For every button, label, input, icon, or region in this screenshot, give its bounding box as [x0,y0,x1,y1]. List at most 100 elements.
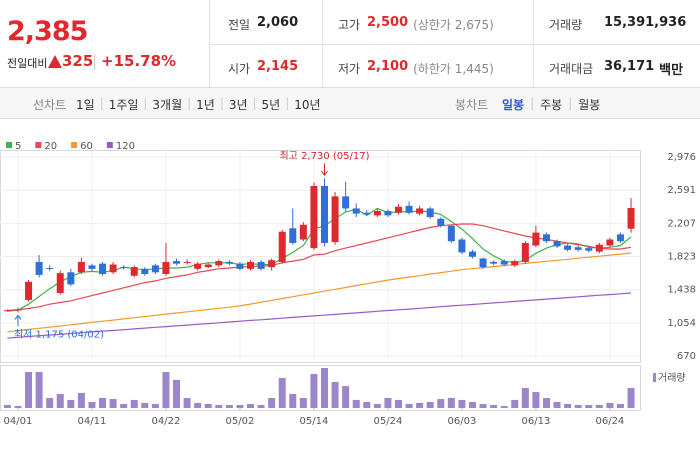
candle-body [46,267,54,269]
candle-body [130,267,138,276]
candle-body [56,273,64,294]
candle-body [416,208,424,214]
volume-bar [574,405,582,408]
volume-bar [564,403,572,408]
volume-bar [616,403,624,408]
legend-swatch [35,142,42,148]
candle-body [553,241,561,247]
x-tick-label: 06/24 [595,416,624,427]
volume-bar [331,382,339,408]
candle-tab[interactable]: 일봉 [502,98,525,112]
candle-tab[interactable]: 주봉 [540,98,563,112]
volume-bar [35,372,43,408]
field-note: (상한가 2,675) [413,18,494,32]
field-label: 시가 [228,62,251,76]
volume-bar [120,403,128,408]
candle-body [373,211,381,216]
volume-legend: 거래량 [658,372,686,384]
field-label: 저가 [338,62,361,76]
candle-body [25,281,33,300]
volume-bar [447,398,455,408]
volume-bar [225,405,233,408]
candle-body [384,211,392,216]
volume-bar [511,399,519,408]
tab-separator: | [143,96,148,110]
high-annotation: 최고 2,730 (05/17) [279,150,369,162]
volume-bar [109,399,117,408]
volume-bar [363,402,371,408]
volume-bar [247,403,255,408]
candle-body [204,264,212,268]
candle-body [595,244,603,252]
candle-body [321,185,328,243]
candle-body [257,261,265,269]
tab-group-label: 봉차트 [455,98,489,112]
current-price: 2,385 [7,16,88,47]
volume-bar [521,388,529,408]
candle-tab[interactable]: 월봉 [578,98,601,112]
x-tick-label: 05/02 [226,416,255,427]
y-tick-label: 1,823 [667,252,696,263]
x-tick-label: 05/24 [374,416,403,427]
separator: | [92,52,98,70]
volume-bar [14,406,22,408]
candle-body [289,228,297,243]
period-tab[interactable]: 1년 [196,98,215,112]
candle-body [405,205,413,213]
volume-bar [342,386,350,408]
candle-body [521,242,529,262]
volume-bar [585,405,593,408]
period-tab[interactable]: 10년 [294,98,321,112]
candle-body [616,234,624,242]
period-tab[interactable]: 1주일 [108,98,139,112]
volume-bar [405,403,413,408]
legend-label: 5 [15,141,21,152]
x-tick-label: 04/01 [4,416,33,427]
period-tab[interactable]: 1일 [76,98,95,112]
volume-bar [194,402,202,408]
volume-panel [0,365,641,411]
volume-bar [321,368,328,408]
field-value: 2,500 [367,15,409,30]
volume-bar [310,373,318,408]
volume-legend-swatch [653,373,656,382]
volume-bar [595,405,603,408]
candle-body [468,251,476,257]
tab-separator: | [568,96,573,110]
candle-body [236,263,244,269]
tab-separator: | [252,96,257,110]
field-unit: 백만 [659,63,684,78]
col-divider [533,0,534,87]
candle-body [574,247,582,250]
candle-body [88,265,96,269]
period-tab[interactable]: 3년 [228,98,248,112]
volume-bar [56,393,64,408]
volume-bar [490,405,498,408]
period-tab[interactable]: 3개월 [152,98,183,112]
volume-bar [299,398,307,408]
period-tab[interactable]: 5년 [261,98,281,112]
tab-separator: | [187,96,192,110]
volume-bar [458,399,466,408]
candle-body [606,239,614,246]
legend-label: 120 [116,141,135,152]
volume-bar [606,402,614,408]
price-box: 2,385 전일대비 325 | +15.78% [0,0,210,87]
field-value: 36,171 [604,59,655,74]
field-label: 거래대금 [549,62,594,76]
volume-bar [236,405,244,408]
x-tick-label: 06/13 [521,416,550,427]
candle-body [585,248,593,251]
volume-bar [289,393,297,408]
row-divider [210,44,700,45]
candle-body [490,261,498,264]
candle-body [67,272,75,285]
tab-separator: | [285,96,290,110]
chart: 670 1,054 1,438 1,823 2,207 2,591 2,976 04/01 04… [0,141,696,427]
field-label: 고가 [338,18,361,32]
volume-bar [162,372,170,408]
candle-body [247,261,255,269]
legend-swatch [6,142,12,148]
volume-bar [151,403,159,408]
